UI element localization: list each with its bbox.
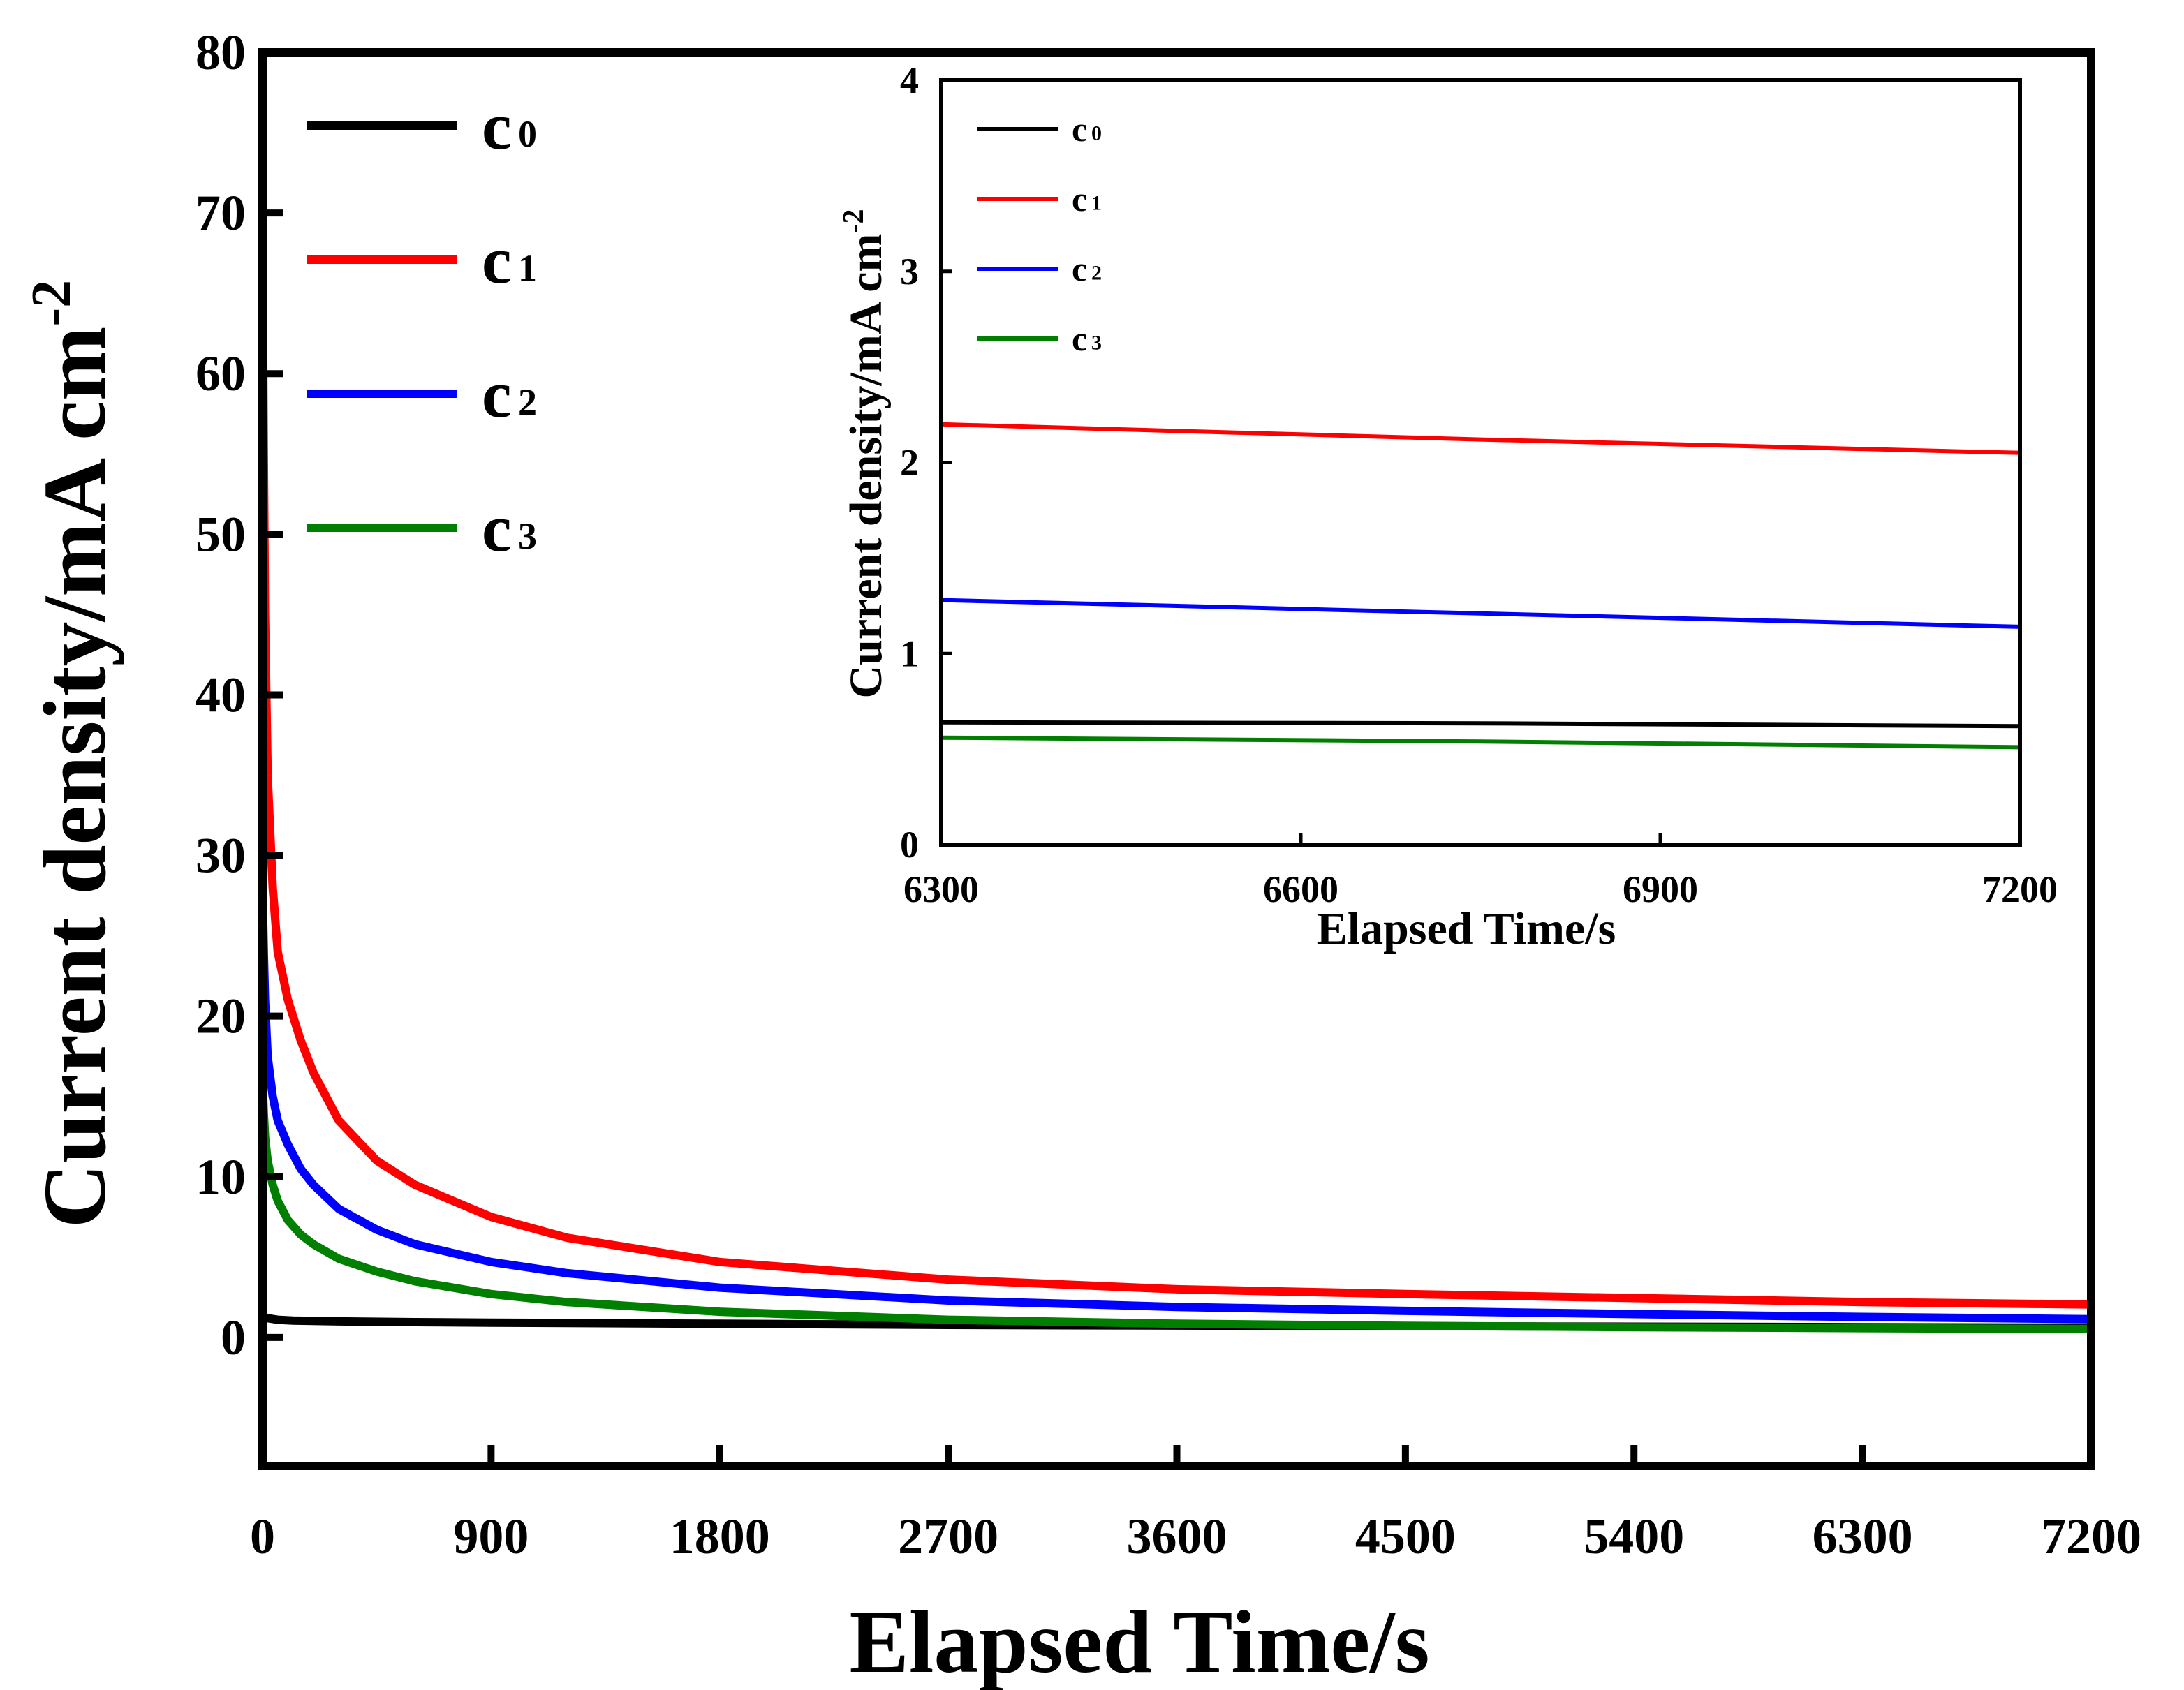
inset-legend-label-c2: c: [1072, 249, 1087, 288]
inset-legend-label-c3: c: [1072, 319, 1087, 358]
inset-legend-label-subscript-c0: 0: [1091, 122, 1102, 145]
main-series-c2-line: [258, 887, 2092, 1324]
inset-x-tick-label: 6900: [1623, 868, 1698, 910]
main-y-tick-label: 20: [195, 988, 246, 1044]
inset-legend: c 0c 1c 2c 3: [977, 110, 1102, 358]
main-y-axis-label-superscript: -2: [21, 280, 82, 327]
main-tick-group: 0 900 1800 2700 3600 4500 5400 6300 720001020304…: [195, 24, 2141, 1564]
main-y-axis-label: Current density/mA cm-2: [21, 280, 124, 1228]
main-series-c3-line: [258, 1080, 2092, 1333]
inset-y-axis-label: Current density/mA cm-2: [838, 209, 892, 698]
main-y-tick-label: 10: [195, 1149, 246, 1205]
main-legend-label-c0: c: [482, 89, 512, 163]
main-legend-label-c1: c: [482, 223, 512, 297]
inset-y-tick-label: 4: [900, 59, 919, 101]
inset-legend-label-main: c: [1072, 319, 1087, 358]
main-y-tick-label: 0: [221, 1310, 246, 1365]
main-x-tick-label: 4500: [1355, 1509, 1456, 1564]
inset-x-tick-label: 6300: [903, 868, 979, 910]
inset-legend-label-c1: c: [1072, 179, 1087, 218]
main-legend-label-subscript-c0: 0: [518, 113, 537, 155]
main-legend-label-subscript-c3: 3: [518, 515, 537, 557]
inset-y-axis-label-superscript: -2: [838, 209, 870, 233]
main-x-tick-label: 7200: [2041, 1509, 2141, 1564]
main-plot: 0 900 1800 2700 3600 4500 5400 6300 720001020304…: [21, 24, 2141, 1690]
inset-legend-label-c0: c: [1072, 110, 1087, 149]
main-series-c1-line: [258, 245, 2092, 1309]
main-legend-label-subscript-c1: 1: [518, 247, 537, 289]
inset-y-axis-label-text: Current density/mA cm: [841, 233, 892, 698]
inset-y-tick-label: 0: [900, 824, 919, 866]
main-legend: c 0c 1c 2c 3: [307, 89, 537, 565]
main-legend-label-c2: c: [482, 357, 512, 431]
inset-x-axis-label: Elapsed Time/s: [1317, 903, 1616, 954]
inset-y-tick-label: 1: [900, 632, 919, 674]
main-x-tick-label: 2700: [898, 1509, 998, 1564]
main-x-tick-label: 1800: [670, 1509, 770, 1564]
main-legend-label-main: c: [482, 357, 512, 431]
inset-y-tick-label: 3: [900, 251, 919, 292]
inset-series-group: [940, 422, 2021, 750]
main-series-group: [258, 245, 2092, 1333]
inset-series-c1-line: [940, 422, 2021, 455]
main-y-tick-label: 30: [195, 828, 246, 884]
main-y-axis-label-text: Current density/mA cm: [25, 326, 124, 1228]
inset-y-tick-label: 2: [900, 442, 919, 484]
main-x-tick-label: 6300: [1813, 1509, 1913, 1564]
main-legend-label-main: c: [482, 223, 512, 297]
main-y-tick-label: 80: [195, 24, 246, 80]
main-legend-label-main: c: [482, 89, 512, 163]
inset-series-c2-line: [940, 598, 2021, 629]
main-y-tick-label: 50: [195, 506, 246, 562]
inset-series-c0-line: [940, 720, 2021, 729]
main-legend-label-main: c: [482, 491, 512, 565]
main-x-tick-label: 900: [453, 1509, 529, 1564]
main-y-tick-label: 40: [195, 667, 246, 722]
inset-legend-label-main: c: [1072, 249, 1087, 288]
main-legend-label-subscript-c2: 2: [518, 381, 537, 423]
inset-legend-label-main: c: [1072, 179, 1087, 218]
main-x-tick-label: 3600: [1127, 1509, 1227, 1564]
main-y-tick-label: 70: [195, 185, 246, 241]
inset-plot: 6300 6600 6900 7200 0 1 2 3 4 Elapsed Time/s Cur…: [838, 59, 2058, 954]
inset-legend-label-subscript-c1: 1: [1091, 192, 1102, 215]
main-y-tick-label: 60: [195, 346, 246, 401]
inset-background: [941, 80, 2020, 845]
inset-legend-label-subscript-c3: 3: [1091, 332, 1102, 355]
main-x-axis-label: Elapsed Time/s: [849, 1592, 1429, 1690]
inset-legend-label-main: c: [1072, 110, 1087, 149]
inset-series-c3-line: [940, 735, 2021, 750]
inset-x-tick-label: 7200: [1982, 868, 2058, 910]
main-x-tick-label: 0: [250, 1509, 275, 1564]
inset-x-tick-label: 6600: [1263, 868, 1338, 910]
main-x-tick-label: 5400: [1584, 1509, 1684, 1564]
inset-legend-label-subscript-c2: 2: [1091, 262, 1102, 285]
main-legend-label-c3: c: [482, 491, 512, 565]
inset-tick-group: 6300 6600 6900 7200 0 1 2 3 4: [900, 59, 2058, 910]
